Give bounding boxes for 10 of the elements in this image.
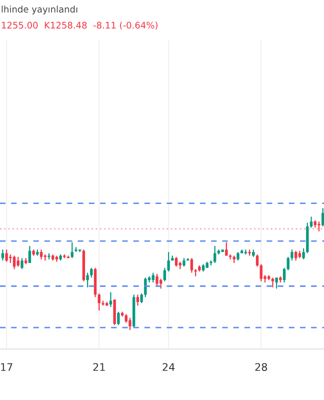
text: 1255.00 K1258.48 -8.11 (-0.64%) <box>2 22 158 30</box>
candlestick <box>74 246 78 253</box>
x-tick-label: 28 <box>255 363 268 371</box>
candlestick <box>102 300 104 306</box>
x-tick-label: 21 <box>93 363 105 371</box>
x-tick-label: 24 <box>162 363 175 371</box>
candlestick <box>48 252 50 260</box>
x-tick-label: 17 <box>1 363 12 371</box>
text: lhinde yayınlandı <box>2 6 78 14</box>
candlestick <box>221 249 224 253</box>
